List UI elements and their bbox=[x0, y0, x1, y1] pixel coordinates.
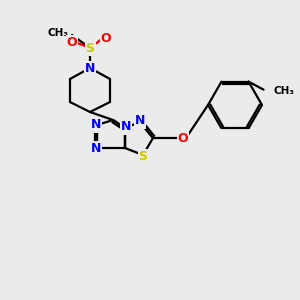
Text: O: O bbox=[101, 32, 111, 44]
Text: CH₃: CH₃ bbox=[48, 28, 69, 38]
Text: CH₃: CH₃ bbox=[274, 85, 295, 96]
Text: O: O bbox=[67, 35, 77, 49]
Text: N: N bbox=[135, 115, 145, 128]
Text: N: N bbox=[121, 121, 131, 134]
Text: O: O bbox=[178, 131, 188, 145]
Text: N: N bbox=[85, 61, 95, 74]
Text: S: S bbox=[139, 149, 148, 163]
Text: N: N bbox=[91, 118, 101, 131]
Text: S: S bbox=[85, 41, 94, 55]
Text: N: N bbox=[91, 142, 101, 154]
